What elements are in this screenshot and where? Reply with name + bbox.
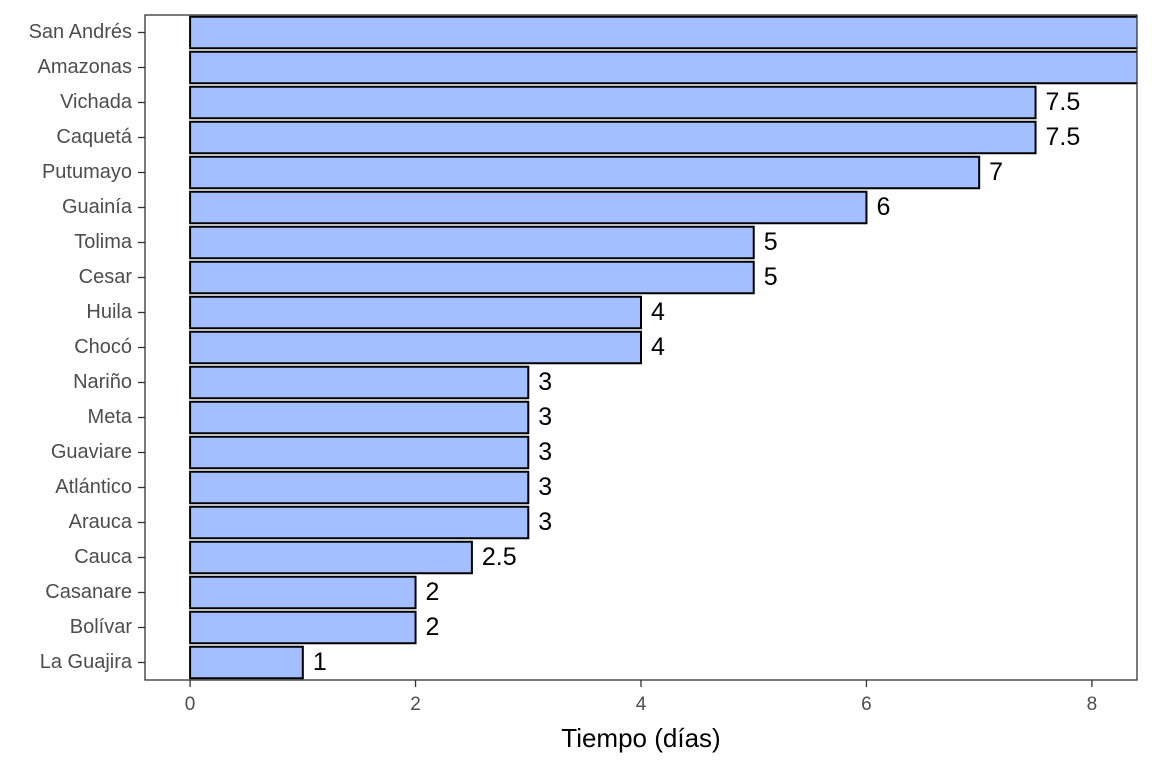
bar <box>189 120 1037 155</box>
value-label: 2 <box>426 578 440 606</box>
value-label: 7.5 <box>1046 123 1081 151</box>
bar <box>189 505 530 540</box>
bar <box>189 260 755 295</box>
y-tick-label: Cesar <box>79 266 133 288</box>
bar <box>189 610 417 645</box>
y-tick-label: Guainía <box>62 196 133 218</box>
y-tick-label: Bolívar <box>70 616 133 638</box>
y-tick-label: Nariño <box>73 371 132 393</box>
value-label: 1 <box>313 648 327 676</box>
plot-area: 7.5 7.5 7 6 5 5 4 4 3 3 3 3 3 2.5 2 2 1 <box>189 15 1137 680</box>
bar <box>189 225 755 260</box>
y-tick-label: Chocó <box>74 336 132 358</box>
bar <box>189 15 1137 50</box>
value-label: 7.5 <box>1046 88 1081 116</box>
value-label: 2 <box>426 613 440 641</box>
value-label: 7 <box>989 158 1003 186</box>
bar <box>189 435 530 470</box>
y-tick-label: Amazonas <box>38 56 133 78</box>
value-label: 6 <box>876 193 890 221</box>
x-tick-label: 6 <box>861 694 872 715</box>
bar <box>189 575 417 610</box>
y-tick-label: Arauca <box>69 511 133 533</box>
value-label: 3 <box>538 438 552 466</box>
x-tick-label: 8 <box>1087 694 1098 715</box>
value-label: 3 <box>538 473 552 501</box>
value-label: 3 <box>538 368 552 396</box>
bar <box>189 365 530 400</box>
y-tick-label: Atlántico <box>55 476 132 498</box>
bar <box>189 50 1137 85</box>
y-tick-label: La Guajira <box>40 651 133 673</box>
value-label: 4 <box>651 298 665 326</box>
x-axis-title: Tiempo (días) <box>561 723 720 753</box>
value-label: 3 <box>538 508 552 536</box>
bar <box>189 645 304 680</box>
value-label: 2.5 <box>482 543 517 571</box>
y-tick-label: San Andrés <box>29 21 132 43</box>
bar <box>189 155 981 190</box>
bar <box>189 540 473 575</box>
y-tick-label: Huila <box>86 301 132 323</box>
x-tick-label: 0 <box>185 694 196 715</box>
y-tick-label: Meta <box>88 406 133 428</box>
y-tick-label: Cauca <box>74 546 133 568</box>
value-label: 5 <box>764 228 778 256</box>
y-tick-label: Casanare <box>45 581 132 603</box>
bar <box>189 470 530 505</box>
bar <box>189 85 1037 120</box>
bar <box>189 295 642 330</box>
y-tick-label: Caquetá <box>56 126 132 148</box>
y-tick-label: Vichada <box>60 91 133 113</box>
value-label: 4 <box>651 333 665 361</box>
x-tick-label: 2 <box>410 694 421 715</box>
bar <box>189 400 530 435</box>
value-label: 5 <box>764 263 778 291</box>
bar <box>189 330 642 365</box>
x-tick-label: 4 <box>636 694 647 715</box>
bar <box>189 190 868 225</box>
y-tick-label: Tolima <box>74 231 133 253</box>
value-label: 3 <box>538 403 552 431</box>
y-tick-label: Guaviare <box>51 441 132 463</box>
y-tick-label: Putumayo <box>42 161 132 183</box>
